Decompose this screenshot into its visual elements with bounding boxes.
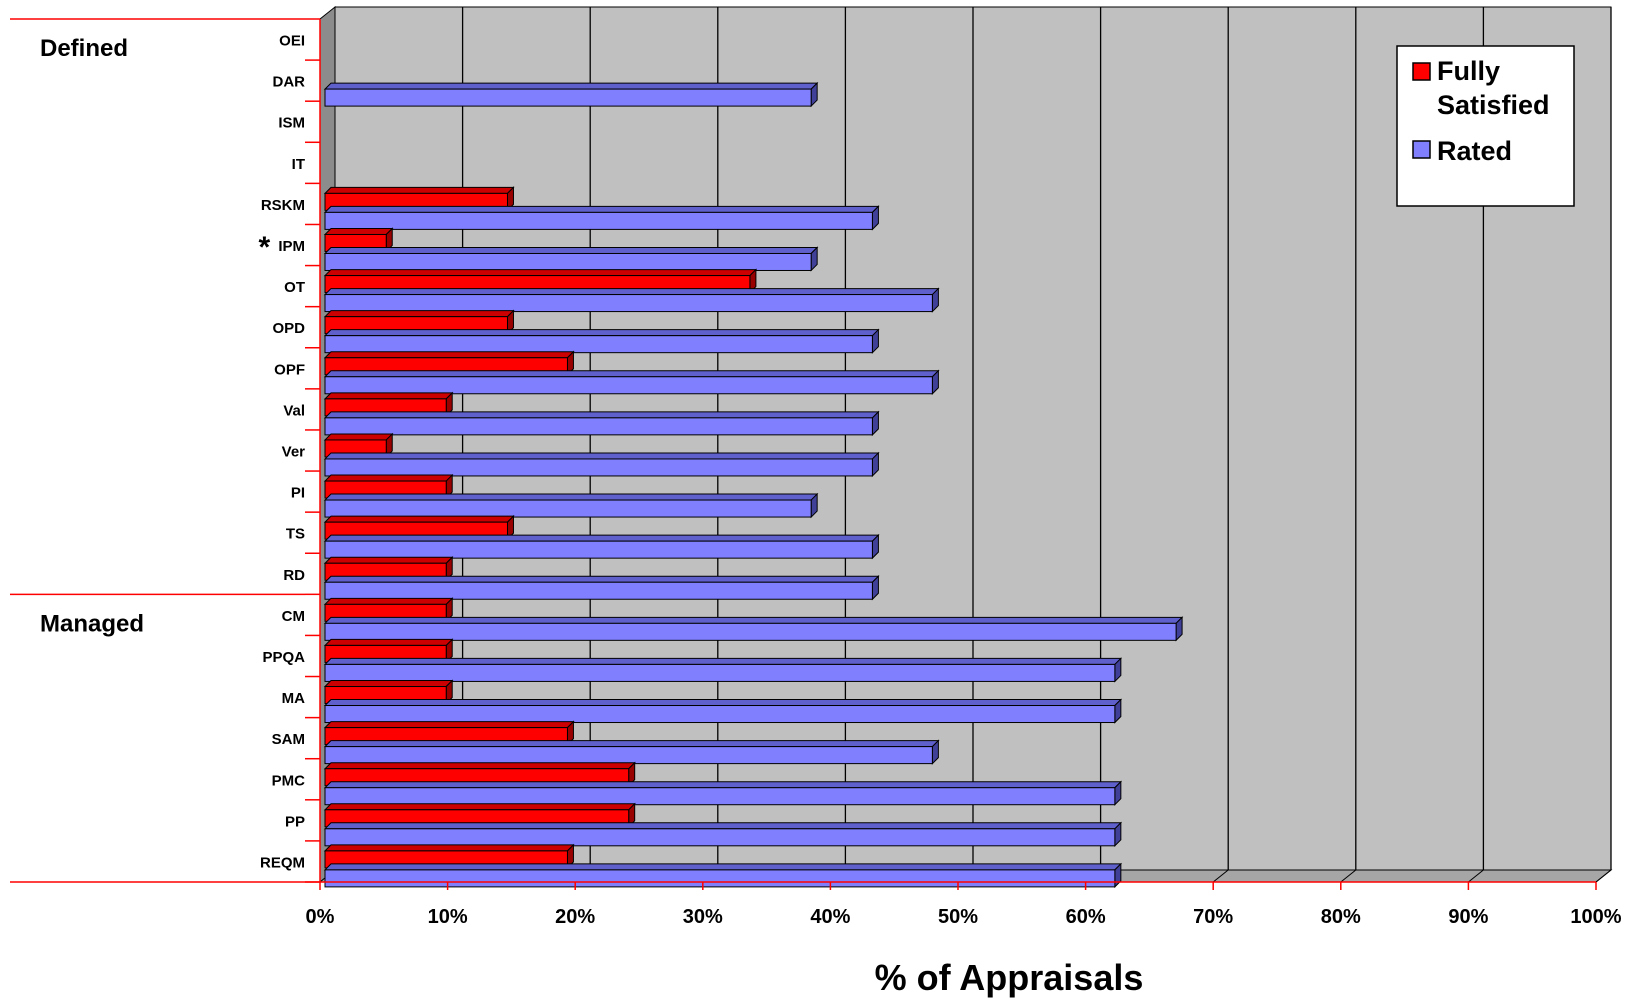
bar-rated-pmc	[323, 780, 1123, 806]
category-label-ism: ISM	[278, 115, 305, 132]
bar-rated-ts	[323, 533, 880, 560]
annotation-ipm: *	[259, 231, 271, 264]
category-label-ot: OT	[284, 279, 305, 296]
bar-rated-reqm	[323, 862, 1123, 889]
group-label-managed: Managed	[40, 610, 144, 637]
bar-rated-pp	[323, 821, 1123, 848]
bar-rated-ver	[323, 451, 880, 478]
bar-rated-opf	[323, 369, 940, 395]
group-label-defined: Defined	[40, 35, 128, 62]
category-label-ppqa: PPQA	[262, 649, 305, 666]
x-tick-label-30: 30%	[683, 906, 723, 928]
category-label-it: IT	[292, 156, 305, 173]
bar-rated-pi	[323, 492, 819, 519]
category-label-rskm: RSKM	[261, 197, 305, 214]
x-tick-label-70: 70%	[1193, 906, 1233, 928]
x-tick-label-10: 10%	[428, 906, 468, 928]
bar-rated-rskm	[323, 205, 880, 231]
bar-rated-cm	[323, 616, 1184, 642]
gridline-floor-70	[1212, 869, 1229, 883]
bar-rated-val	[323, 410, 880, 437]
legend-swatch-rated	[1412, 140, 1431, 159]
gridline-floor-80	[1340, 869, 1357, 883]
axes	[10, 18, 1597, 890]
gridline-floor-90	[1468, 869, 1484, 883]
x-tick-label-50: 50%	[938, 906, 978, 928]
category-label-pp: PP	[285, 813, 305, 830]
category-label-rd: RD	[283, 567, 305, 584]
bar-rated-ot	[323, 287, 940, 313]
bar-rated-sam	[323, 739, 940, 765]
category-label-val: Val	[283, 402, 305, 419]
legend: Fully Satisfied Rated	[1396, 45, 1575, 207]
category-label-ma: MA	[282, 690, 305, 707]
x-tick-label-80: 80%	[1321, 906, 1361, 928]
x-tick-label-60: 60%	[1066, 906, 1106, 928]
category-label-ipm: IPM	[278, 238, 305, 255]
legend-swatch-fully-satisfied	[1412, 62, 1431, 81]
category-label-pmc: PMC	[272, 772, 306, 789]
bar-rated-ipm	[323, 246, 819, 272]
legend-label-fully-satisfied-line1: Fully	[1437, 56, 1500, 86]
category-label-reqm: REQM	[260, 854, 305, 871]
bar-rated-rd	[323, 575, 880, 601]
x-tick-label-90: 90%	[1448, 906, 1488, 928]
bar-rated-ppqa	[323, 657, 1123, 683]
legend-label-rated: Rated	[1437, 136, 1512, 166]
x-axis-title: % of Appraisals	[875, 957, 1144, 998]
x-tick-label-100: 100%	[1570, 906, 1621, 928]
category-label-dar: DAR	[273, 74, 306, 91]
bars	[323, 81, 1184, 889]
labels: OEI DAR ISM IT RSKM IPM OT OPD OPF Val Ver PI TS RD CM…	[40, 33, 1622, 928]
category-label-ver: Ver	[282, 444, 306, 461]
category-label-opd: OPD	[272, 320, 305, 337]
category-label-cm: CM	[282, 608, 305, 625]
category-label-oei: OEI	[279, 33, 305, 50]
x-tick-label-0: 0%	[306, 906, 335, 928]
legend-label-fully-satisfied-line2: Satisfied	[1437, 90, 1550, 120]
bar-rated-opd	[323, 328, 880, 354]
x-tick-label-40: 40%	[810, 906, 850, 928]
bar-rated-dar	[323, 81, 819, 108]
bar-rated-ma	[323, 698, 1123, 724]
category-label-ts: TS	[286, 526, 305, 543]
gridline-floor-100	[1595, 869, 1612, 883]
x-tick-label-20: 20%	[555, 906, 595, 928]
category-label-sam: SAM	[272, 731, 305, 748]
category-label-opf: OPF	[274, 361, 305, 378]
category-label-pi: PI	[291, 485, 305, 502]
